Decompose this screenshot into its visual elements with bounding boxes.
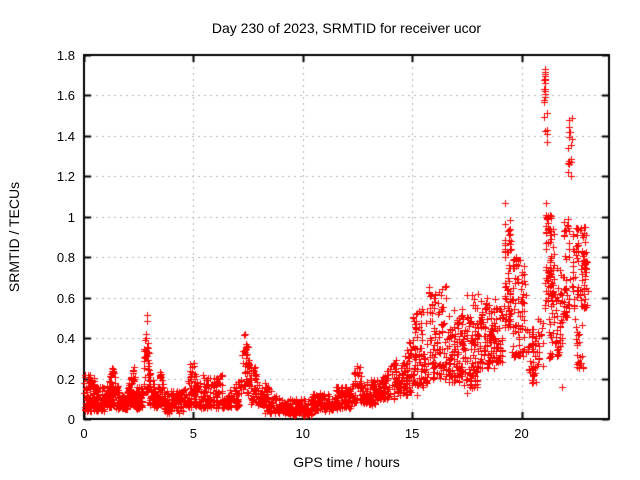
y-tick-label-1.4: 1.4 bbox=[56, 128, 75, 144]
y-tick-label-1.6: 1.6 bbox=[56, 88, 75, 104]
y-tick-label-0.8: 0.8 bbox=[56, 250, 75, 266]
y-tick-label-1.2: 1.2 bbox=[56, 169, 75, 185]
chart-title: Day 230 of 2023, SRMTID for receiver uco… bbox=[211, 20, 482, 36]
x-tick-label-10: 10 bbox=[295, 426, 310, 441]
x-tick-label-20: 20 bbox=[514, 426, 529, 441]
y-tick-label-0.4: 0.4 bbox=[56, 331, 75, 347]
x-tick-label-5: 5 bbox=[189, 426, 197, 441]
x-tick-label-15: 15 bbox=[404, 426, 420, 441]
x-tick-label-0: 0 bbox=[80, 426, 88, 441]
y-tick-label-0: 0 bbox=[67, 412, 75, 427]
x-axis-label: GPS time / hours bbox=[293, 454, 400, 470]
y-tick-label-1.8: 1.8 bbox=[56, 48, 75, 63]
y-axis-label: SRMTID / TECUs bbox=[6, 181, 22, 293]
y-tick-label-0.6: 0.6 bbox=[56, 290, 75, 306]
y-tick-label-1: 1 bbox=[67, 209, 75, 225]
y-tick-label-0.2: 0.2 bbox=[56, 371, 75, 387]
